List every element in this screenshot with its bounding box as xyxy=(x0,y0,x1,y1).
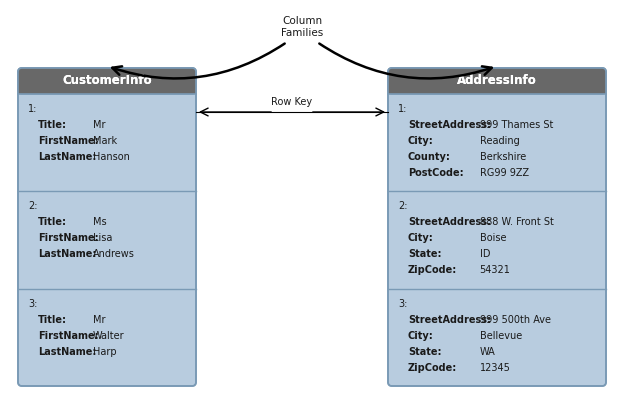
Text: 999 500th Ave: 999 500th Ave xyxy=(479,315,551,325)
Text: AddressInfo: AddressInfo xyxy=(457,74,537,88)
Text: Row Key: Row Key xyxy=(272,97,312,107)
Text: CustomerInfo: CustomerInfo xyxy=(62,74,152,88)
Text: Title:: Title: xyxy=(38,217,67,227)
Text: FirstName:: FirstName: xyxy=(38,136,99,146)
Text: 1:: 1: xyxy=(28,104,37,114)
Text: Andrews: Andrews xyxy=(93,249,135,259)
Text: 3:: 3: xyxy=(28,299,37,309)
Text: County:: County: xyxy=(408,152,451,162)
Text: Boise: Boise xyxy=(479,233,506,243)
Text: Title:: Title: xyxy=(38,120,67,130)
Text: 1:: 1: xyxy=(398,104,407,114)
Text: Bellevue: Bellevue xyxy=(479,330,522,341)
Text: StreetAddress:: StreetAddress: xyxy=(408,315,491,325)
FancyBboxPatch shape xyxy=(388,68,606,94)
Text: Harp: Harp xyxy=(93,347,117,357)
Text: City:: City: xyxy=(408,233,434,243)
Text: Mark: Mark xyxy=(93,136,117,146)
Text: Lisa: Lisa xyxy=(93,233,112,243)
Text: WA: WA xyxy=(479,347,495,357)
Text: 888 W. Front St: 888 W. Front St xyxy=(479,217,554,227)
Text: City:: City: xyxy=(408,136,434,146)
Text: Berkshire: Berkshire xyxy=(479,152,526,162)
Text: Column
Families: Column Families xyxy=(281,16,323,38)
Text: 12345: 12345 xyxy=(479,363,510,373)
Text: 54321: 54321 xyxy=(479,265,510,275)
FancyBboxPatch shape xyxy=(18,68,196,94)
FancyBboxPatch shape xyxy=(388,68,606,386)
Text: CustomerInfo: CustomerInfo xyxy=(62,74,152,88)
Text: Hanson: Hanson xyxy=(93,152,130,162)
Text: StreetAddress:: StreetAddress: xyxy=(408,217,491,227)
Text: ZipCode:: ZipCode: xyxy=(408,265,458,275)
Text: Mr: Mr xyxy=(93,120,105,130)
Text: Reading: Reading xyxy=(479,136,520,146)
FancyBboxPatch shape xyxy=(388,68,606,94)
Text: City:: City: xyxy=(408,330,434,341)
Text: State:: State: xyxy=(408,249,441,259)
Text: ZipCode:: ZipCode: xyxy=(408,363,458,373)
Text: LastName:: LastName: xyxy=(38,152,96,162)
Bar xyxy=(388,81,606,94)
Text: 2:: 2: xyxy=(398,201,407,211)
Text: Walter: Walter xyxy=(93,330,125,341)
Bar xyxy=(18,81,196,94)
Text: 2:: 2: xyxy=(28,201,37,211)
FancyBboxPatch shape xyxy=(18,68,196,386)
Text: AddressInfo: AddressInfo xyxy=(457,74,537,88)
Text: RG99 9ZZ: RG99 9ZZ xyxy=(479,168,529,178)
FancyBboxPatch shape xyxy=(18,68,196,94)
Text: 999 Thames St: 999 Thames St xyxy=(479,120,553,130)
Text: State:: State: xyxy=(408,347,441,357)
Text: Title:: Title: xyxy=(38,315,67,325)
Text: PostCode:: PostCode: xyxy=(408,168,464,178)
Text: LastName:: LastName: xyxy=(38,249,96,259)
Text: 3:: 3: xyxy=(398,299,407,309)
Text: FirstName:: FirstName: xyxy=(38,233,99,243)
Text: ID: ID xyxy=(479,249,490,259)
Text: LastName:: LastName: xyxy=(38,347,96,357)
Text: FirstName:: FirstName: xyxy=(38,330,99,341)
Text: StreetAddress:: StreetAddress: xyxy=(408,120,491,130)
Text: Ms: Ms xyxy=(93,217,107,227)
Text: Mr: Mr xyxy=(93,315,105,325)
